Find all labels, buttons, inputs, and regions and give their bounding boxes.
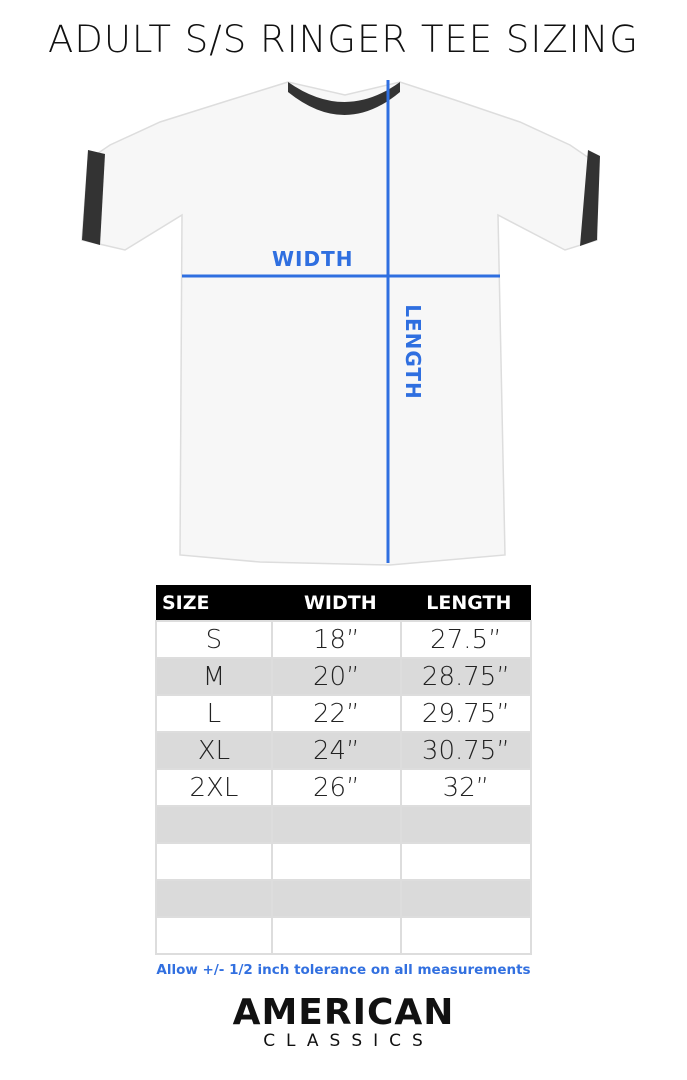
header-width: WIDTH [271,585,401,621]
table-row [155,916,533,955]
cell-size: XL [155,731,273,770]
cell-length: 29.75” [399,694,533,733]
brand-logo-line2: CLASSICS [263,1031,434,1051]
brand-logo-line1: AMERICAN [232,992,455,1033]
tolerance-note: Allow +/- 1/2 inch tolerance on all meas… [156,962,531,978]
size-table: SIZE WIDTH LENGTH S 18” 27.5” M 20” 28.75” L… [155,585,533,955]
cell-width: 20” [270,657,402,696]
cell-length: 28.75” [399,657,533,696]
header-size: SIZE [156,585,272,621]
cell-width [270,842,402,881]
cell-length [399,805,533,844]
header-length: LENGTH [400,585,531,621]
cell-size [155,879,273,918]
page-title: ADULT S/S RINGER TEE SIZING [48,18,639,61]
cell-width [270,916,402,955]
left-sleeve-cuff [82,150,105,245]
tshirt-body [81,81,598,566]
table-row: L 22” 29.75” [155,694,533,733]
cell-width: 18” [270,620,402,659]
width-label: WIDTH [272,247,354,271]
collar [288,82,400,115]
cell-size [155,842,273,881]
length-label: LENGTH [401,304,425,400]
cell-size: S [155,620,273,659]
table-row: S 18” 27.5” [155,620,533,659]
cell-width: 26” [270,768,402,807]
table-row: M 20” 28.75” [155,657,533,696]
cell-length [399,842,533,881]
table-row: 2XL 26” 32” [155,768,533,807]
cell-length [399,916,533,955]
table-row [155,805,533,844]
cell-length: 27.5” [399,620,533,659]
cell-size: 2XL [155,768,273,807]
cell-size [155,916,273,955]
cell-length [399,879,533,918]
cell-size: M [155,657,273,696]
cell-length: 32” [399,768,533,807]
cell-width: 22” [270,694,402,733]
cell-width [270,805,402,844]
cell-size: L [155,694,273,733]
tshirt-illustration [81,80,600,566]
cell-width: 24” [270,731,402,770]
cell-length: 30.75” [399,731,533,770]
cell-width [270,879,402,918]
cell-size [155,805,273,844]
table-header: SIZE WIDTH LENGTH [156,585,531,621]
table-row [155,842,533,881]
right-sleeve-cuff [580,150,600,246]
table-row [155,879,533,918]
table-row: XL 24” 30.75” [155,731,533,770]
